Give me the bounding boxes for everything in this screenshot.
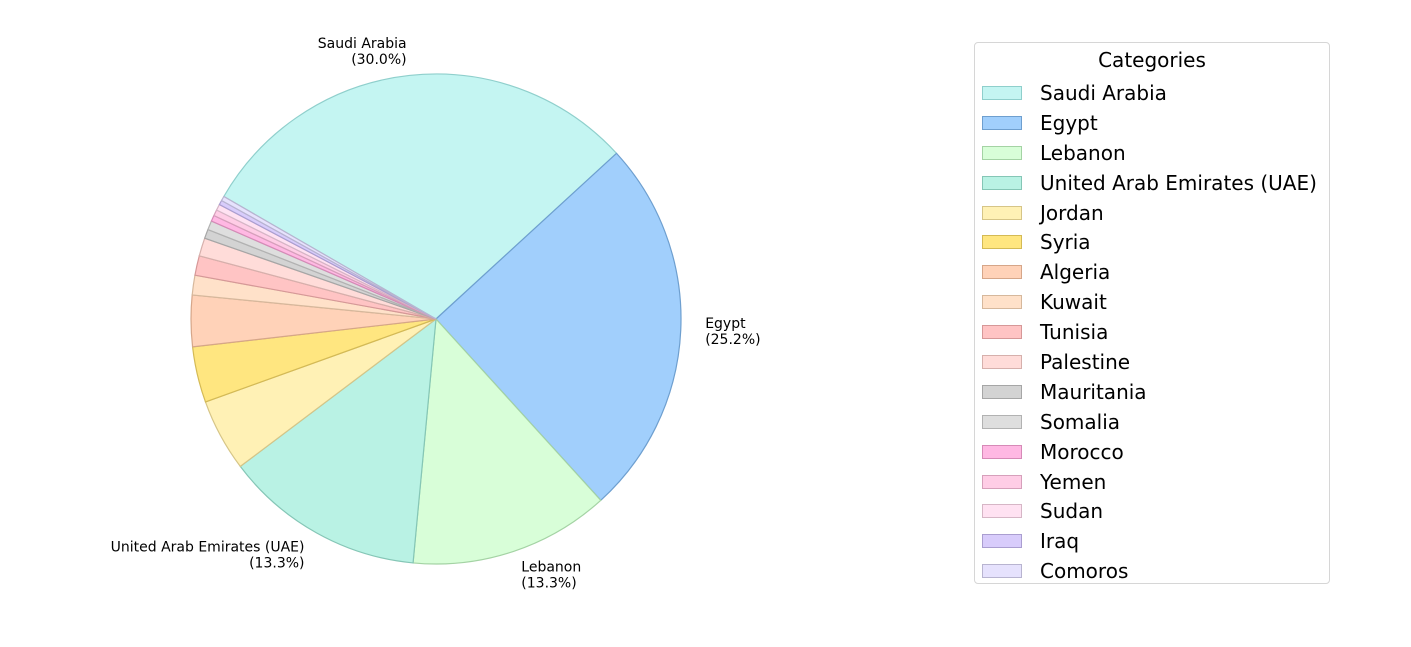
- legend-item-iraq: Iraq: [982, 526, 1317, 556]
- legend-swatch: [982, 414, 1022, 429]
- legend-item-yemen: Yemen: [982, 467, 1317, 497]
- legend-item-mauritania: Mauritania: [982, 377, 1317, 407]
- legend-swatch: [982, 325, 1022, 340]
- legend-label: Comoros: [1040, 559, 1129, 584]
- legend-item-comoros: Comoros: [982, 556, 1317, 586]
- legend-label: United Arab Emirates (UAE): [1040, 170, 1317, 195]
- legend-items: Saudi Arabia Egypt Lebanon United Arab Emir…: [982, 78, 1317, 586]
- legend-label: Tunisia: [1040, 320, 1109, 345]
- legend-swatch: [982, 474, 1022, 489]
- legend-title: Categories: [1098, 48, 1206, 72]
- legend-swatch: [982, 85, 1022, 100]
- pie-label-saudi-arabia: Saudi Arabia (30.0%): [318, 36, 407, 68]
- legend-item-lebanon: Lebanon: [982, 138, 1317, 168]
- legend-item-palestine: Palestine: [982, 347, 1317, 377]
- legend-label: Somalia: [1040, 409, 1121, 434]
- legend-label: Morocco: [1040, 439, 1124, 464]
- legend-swatch: [982, 205, 1022, 220]
- legend-item-morocco: Morocco: [982, 437, 1317, 467]
- legend-label: Algeria: [1040, 260, 1111, 285]
- legend-item-united-arab-emirates-uae: United Arab Emirates (UAE): [982, 168, 1317, 198]
- pie-label-lebanon: Lebanon (13.3%): [521, 560, 581, 592]
- legend-label: Kuwait: [1040, 290, 1107, 315]
- pie-slice-egypt: [435, 152, 682, 502]
- legend-item-jordan: Jordan: [982, 198, 1317, 228]
- legend-swatch: [982, 534, 1022, 549]
- legend-label: Syria: [1040, 230, 1091, 255]
- legend-swatch: [982, 354, 1022, 369]
- pie-slice-united-arab-emirates-uae: [239, 317, 437, 564]
- pie-slice-comoros: [220, 195, 437, 320]
- legend-label: Palestine: [1040, 349, 1131, 374]
- legend-swatch: [982, 235, 1022, 250]
- legend-item-egypt: Egypt: [982, 108, 1317, 138]
- pie-label-united-arab-emirates-uae: United Arab Emirates (UAE) (13.3%): [111, 539, 305, 571]
- legend-swatch: [982, 175, 1022, 190]
- pie-slice-lebanon: [412, 317, 602, 565]
- legend-label: Iraq: [1040, 529, 1080, 554]
- legend-swatch: [982, 265, 1022, 280]
- legend-label: Jordan: [1040, 200, 1104, 225]
- legend-item-kuwait: Kuwait: [982, 287, 1317, 317]
- legend-label: Sudan: [1040, 499, 1103, 524]
- legend-item-sudan: Sudan: [982, 496, 1317, 526]
- legend-item-saudi-arabia: Saudi Arabia: [982, 78, 1317, 108]
- legend-label: Yemen: [1040, 469, 1107, 494]
- legend-item-tunisia: Tunisia: [982, 317, 1317, 347]
- pie-labels: Saudi Arabia (30.0%) Egypt (25.2%) Lebanon (1…: [111, 36, 761, 592]
- legend-item-algeria: Algeria: [982, 257, 1317, 287]
- pie-slice-saudi-arabia: [222, 73, 618, 320]
- legend-label: Lebanon: [1040, 140, 1126, 165]
- pie-slices: [190, 73, 682, 565]
- legend-swatch: [982, 145, 1022, 160]
- legend-label: Egypt: [1040, 110, 1098, 135]
- legend-swatch: [982, 444, 1022, 459]
- legend-label: Mauritania: [1040, 379, 1147, 404]
- legend-item-syria: Syria: [982, 227, 1317, 257]
- legend-swatch: [982, 564, 1022, 579]
- legend: Categories Saudi Arabia Egypt Lebanon Unite…: [974, 42, 1330, 584]
- legend-item-somalia: Somalia: [982, 407, 1317, 437]
- legend-swatch: [982, 504, 1022, 519]
- pie-label-egypt: Egypt (25.2%): [705, 316, 760, 348]
- legend-swatch: [982, 115, 1022, 130]
- legend-label: Saudi Arabia: [1040, 80, 1167, 105]
- legend-swatch: [982, 295, 1022, 310]
- legend-swatch: [982, 384, 1022, 399]
